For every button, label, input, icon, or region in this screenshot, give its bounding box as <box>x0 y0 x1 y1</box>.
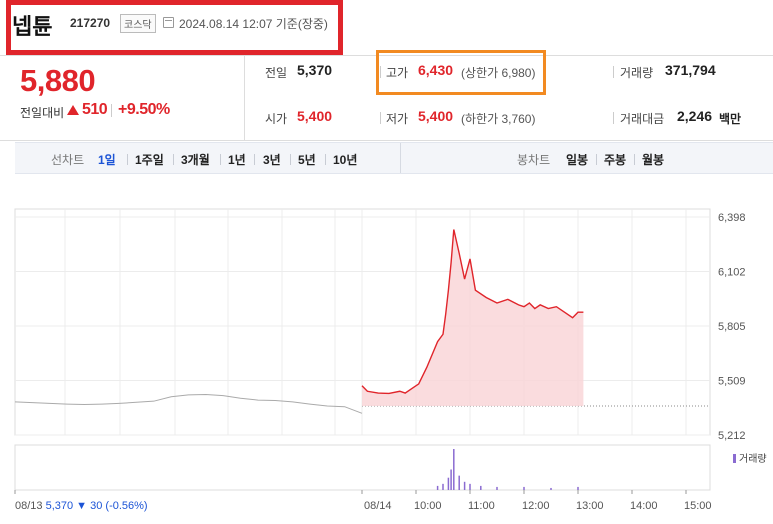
volume-frame <box>14 444 711 491</box>
divider <box>380 112 381 124</box>
divider <box>111 104 112 117</box>
header-divider <box>0 55 773 56</box>
stock-name[interactable]: 넵튠 <box>12 14 53 39</box>
y-tick-label: 5,509 <box>718 376 746 388</box>
divider <box>254 154 255 165</box>
highlight-box-high <box>376 50 546 95</box>
divider <box>325 154 326 165</box>
divider <box>613 66 614 78</box>
x-tick-label: 14:00 <box>630 500 658 512</box>
prev-close-label: 전일 <box>265 66 288 80</box>
upper-limit: (상한가 6,980) <box>461 66 536 80</box>
x-tick-label: 10:00 <box>414 500 442 512</box>
candle-monthly[interactable]: 월봉 <box>642 153 665 167</box>
period-3m[interactable]: 3개월 <box>181 153 210 167</box>
volume-legend: 거래량 <box>739 453 767 465</box>
trade-value: 2,246 <box>677 108 713 124</box>
today-line <box>361 229 584 395</box>
y-tick-label: 6,398 <box>718 212 746 224</box>
prev-day-summary: 08/13 5,370 ▼ 30 (-0.56%) <box>15 500 148 512</box>
divider <box>0 140 773 141</box>
divider <box>613 112 614 124</box>
calendar-icon <box>163 17 174 28</box>
period-10y[interactable]: 10년 <box>333 153 358 167</box>
y-tick-label: 6,102 <box>718 267 746 279</box>
low-value: 5,400 <box>418 108 454 124</box>
divider <box>127 154 128 165</box>
stock-header: 넵튠 217270 코스닥 2024.08.14 12:07 기준(장중) <box>0 0 773 56</box>
change-label: 전일대비 <box>20 106 65 120</box>
period-1d[interactable]: 1일 <box>98 153 116 167</box>
divider <box>244 56 245 140</box>
divider <box>220 154 221 165</box>
candle-weekly[interactable]: 주봉 <box>604 153 627 167</box>
current-price: 5,880 <box>20 63 96 98</box>
period-1w[interactable]: 1주일 <box>135 153 164 167</box>
volume-value: 371,794 <box>665 62 716 78</box>
low-label: 저가 <box>386 112 409 126</box>
open-label: 시가 <box>265 112 288 126</box>
up-arrow-icon <box>67 105 79 115</box>
x-tick-label: 12:00 <box>522 500 550 512</box>
x-tick-label: 08/14 <box>364 500 392 512</box>
high-value: 6,430 <box>418 62 454 78</box>
chart-toolbar: 선차트 1일 1주일 3개월 1년 3년 5년 10년 봉차트 일봉 주봉 월봉 <box>15 142 773 174</box>
candle-chart-label: 봉차트 <box>517 153 551 167</box>
divider <box>290 154 291 165</box>
divider <box>596 154 597 165</box>
trade-value-label: 거래대금 <box>620 112 665 126</box>
y-tick-label: 5,212 <box>718 430 746 442</box>
x-tick-label: 15:00 <box>684 500 712 512</box>
period-1y[interactable]: 1년 <box>228 153 246 167</box>
market-badge: 코스닥 <box>120 14 156 33</box>
prev-day-line <box>14 394 363 414</box>
x-tick-label: 11:00 <box>468 500 495 512</box>
high-label: 고가 <box>386 66 409 80</box>
period-5y[interactable]: 5년 <box>298 153 316 167</box>
stock-code: 217270 <box>70 16 111 30</box>
divider <box>634 154 635 165</box>
trade-value-unit: 백만 <box>719 112 742 126</box>
divider <box>400 143 401 173</box>
today-area <box>362 229 584 406</box>
prev-close-value: 5,370 <box>297 62 333 78</box>
lower-limit: (하한가 3,760) <box>461 112 536 126</box>
divider <box>380 66 381 78</box>
period-3y[interactable]: 3년 <box>263 153 281 167</box>
divider <box>173 154 174 165</box>
highlight-box-title <box>6 0 343 55</box>
candle-daily[interactable]: 일봉 <box>566 153 589 167</box>
timestamp: 2024.08.14 12:07 기준(장중) <box>179 17 328 31</box>
volume-legend-swatch <box>733 454 736 463</box>
open-value: 5,400 <box>297 108 333 124</box>
line-chart-label: 선차트 <box>51 153 85 167</box>
volume-label: 거래량 <box>620 66 654 80</box>
x-tick-label: 13:00 <box>576 500 604 512</box>
price-chart[interactable]: 6,398 6,102 5,805 5,509 5,212 거래량 08/14 10:00 11… <box>0 200 773 524</box>
change-percent: +9.50% <box>118 101 170 118</box>
y-tick-label: 5,805 <box>718 321 746 333</box>
change-amount: 510 <box>82 101 108 118</box>
